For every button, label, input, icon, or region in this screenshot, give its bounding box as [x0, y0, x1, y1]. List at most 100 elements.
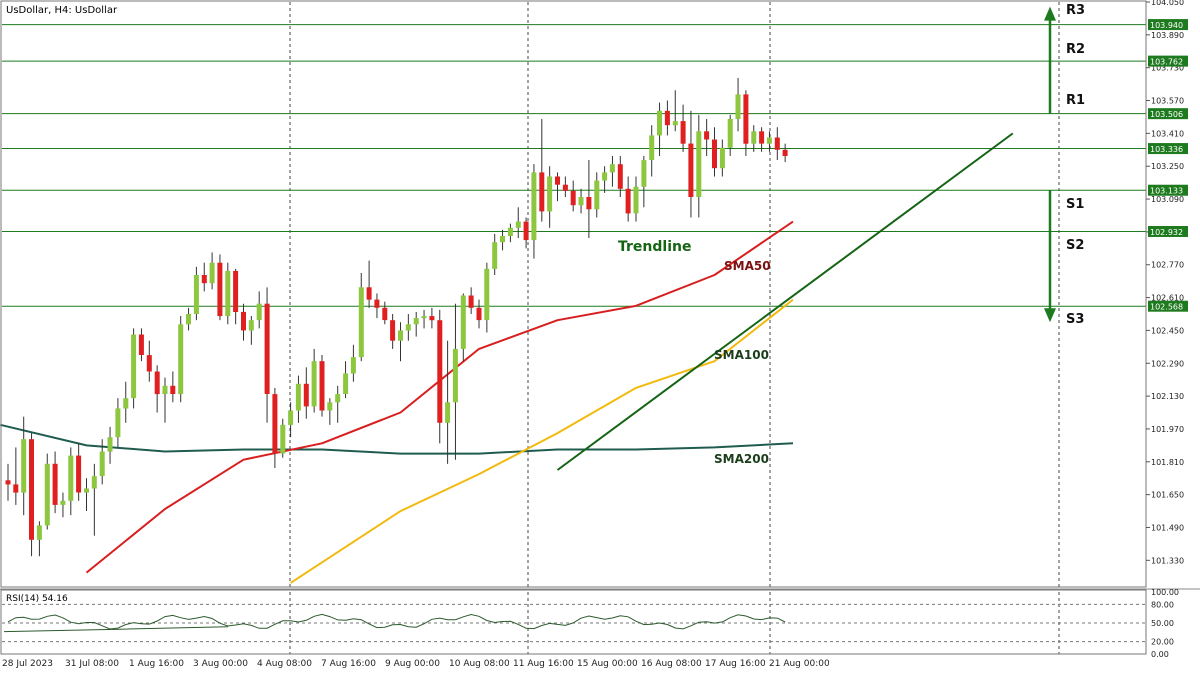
candle-bear	[625, 188, 631, 214]
candle-bull	[594, 180, 600, 210]
y-tick-label: 101.810	[1151, 458, 1184, 467]
rsi-tick-label: 100.00	[1151, 588, 1179, 597]
x-tick-label: 17 Aug 16:00	[705, 659, 766, 669]
candle-bear	[264, 303, 270, 394]
rsi-panel	[0, 588, 1200, 643]
candle-bull	[751, 131, 757, 144]
y-tick-label: 101.970	[1151, 425, 1184, 434]
rsi-tick-label: 20.00	[1151, 638, 1174, 647]
candle-bear	[562, 184, 568, 191]
x-tick-label: 31 Jul 08:00	[65, 659, 119, 669]
x-tick-label: 11 Aug 16:00	[513, 659, 574, 669]
sma200-line	[0, 423, 794, 455]
level-tag-bg	[1148, 143, 1188, 155]
candle-bull	[696, 131, 702, 197]
y-tick-label: 102.450	[1151, 326, 1184, 335]
candle-bull	[44, 463, 50, 526]
x-tick-label: 10 Aug 08:00	[449, 659, 510, 669]
candle-bull	[657, 110, 662, 136]
candle-bull	[609, 164, 615, 173]
level-tag: 103.506	[1150, 110, 1183, 119]
candle-bull	[421, 316, 427, 319]
candle-bull	[288, 410, 294, 425]
candle-bull	[193, 275, 199, 314]
chart-title: UsDollar, H4: UsDollar	[6, 5, 118, 16]
x-tick-label: 7 Aug 16:00	[321, 659, 376, 669]
x-tick-label: 28 Jul 2023	[2, 659, 53, 669]
candle-bull	[358, 287, 364, 358]
candle-bear	[688, 143, 694, 197]
candle-bear	[170, 385, 176, 394]
annotations: Trendline SMA50 SMA100 SMA200 R3 R2 R1 S1 S2 S3	[618, 3, 1085, 466]
candle-bull	[84, 488, 89, 493]
candle-bear	[555, 176, 560, 185]
candle-bull	[727, 119, 733, 148]
y-tick-label: 102.290	[1151, 359, 1184, 368]
candle-bull	[766, 137, 772, 144]
candle-bull	[60, 500, 66, 505]
candle-bear	[468, 295, 474, 308]
resistance-arrow-head	[1044, 6, 1056, 21]
rsi-signal-line	[3, 626, 229, 633]
candle-bull	[460, 295, 466, 349]
candle-bear	[390, 320, 396, 341]
candle-bear	[570, 190, 576, 206]
candle-bear	[272, 394, 278, 454]
s-level-label: S2	[1066, 238, 1084, 253]
y-tick-label: 102.610	[1151, 294, 1184, 303]
r-level-label: R3	[1066, 3, 1085, 18]
trendline-group	[556, 132, 1014, 471]
candle-bear	[382, 307, 388, 321]
level-tag-bg	[1148, 184, 1188, 196]
rsi-tick-label: 80.00	[1151, 600, 1174, 609]
support-arrow-head	[1044, 308, 1056, 323]
candle-bull	[162, 385, 168, 394]
candle-bear	[29, 439, 34, 540]
candle-bull	[186, 314, 191, 325]
candle-bear	[76, 455, 82, 493]
y-tick-label: 103.570	[1151, 97, 1184, 106]
candle-bear	[241, 311, 246, 331]
rsi-label: RSI(14) 54.16	[6, 594, 68, 604]
level-tag: 103.336	[1150, 145, 1183, 154]
candle-bull	[350, 357, 356, 374]
candle-bull	[531, 172, 537, 241]
sma100-line	[290, 298, 794, 584]
axes: 104.050 103.890 103.730 103.570 103.410 103.2…	[0, 0, 1188, 669]
candle-bear	[759, 131, 765, 144]
candle-bull	[131, 334, 137, 399]
candle-bear	[523, 221, 529, 241]
candle-bear	[217, 262, 223, 317]
y-tick-label: 103.410	[1151, 129, 1184, 138]
level-tag-bg	[1148, 225, 1188, 237]
candle-bull	[178, 324, 184, 395]
candle-bear	[138, 334, 144, 355]
level-tag-bg	[1148, 108, 1188, 120]
candle-bear	[5, 480, 11, 485]
y-tick-label: 101.490	[1151, 523, 1184, 532]
candle-bull	[21, 439, 27, 493]
s-level-label: S1	[1066, 197, 1084, 212]
candle-bull	[280, 424, 286, 454]
x-tick-label: 15 Aug 00:00	[577, 659, 638, 669]
candle-bull	[123, 398, 129, 409]
candle-bull	[91, 476, 97, 489]
candle-bull	[515, 221, 521, 228]
candle-bull	[398, 330, 403, 341]
candle-bull	[115, 408, 121, 438]
candle-bull	[452, 348, 458, 403]
rsi-tick-label: 50.00	[1151, 619, 1174, 628]
candle-bull	[405, 324, 411, 331]
x-tick-label: 16 Aug 08:00	[641, 659, 702, 669]
candle-bull	[500, 236, 505, 243]
candle-bear	[617, 164, 623, 189]
candle-bear	[154, 371, 160, 395]
x-tick-label: 9 Aug 00:00	[385, 659, 440, 669]
candle-bull	[335, 394, 341, 403]
candle-bear	[774, 137, 780, 150]
y-tick-label: 103.730	[1151, 64, 1184, 73]
candle-bull	[68, 455, 74, 501]
candle-bull	[578, 197, 584, 206]
candle-bull	[295, 383, 301, 411]
